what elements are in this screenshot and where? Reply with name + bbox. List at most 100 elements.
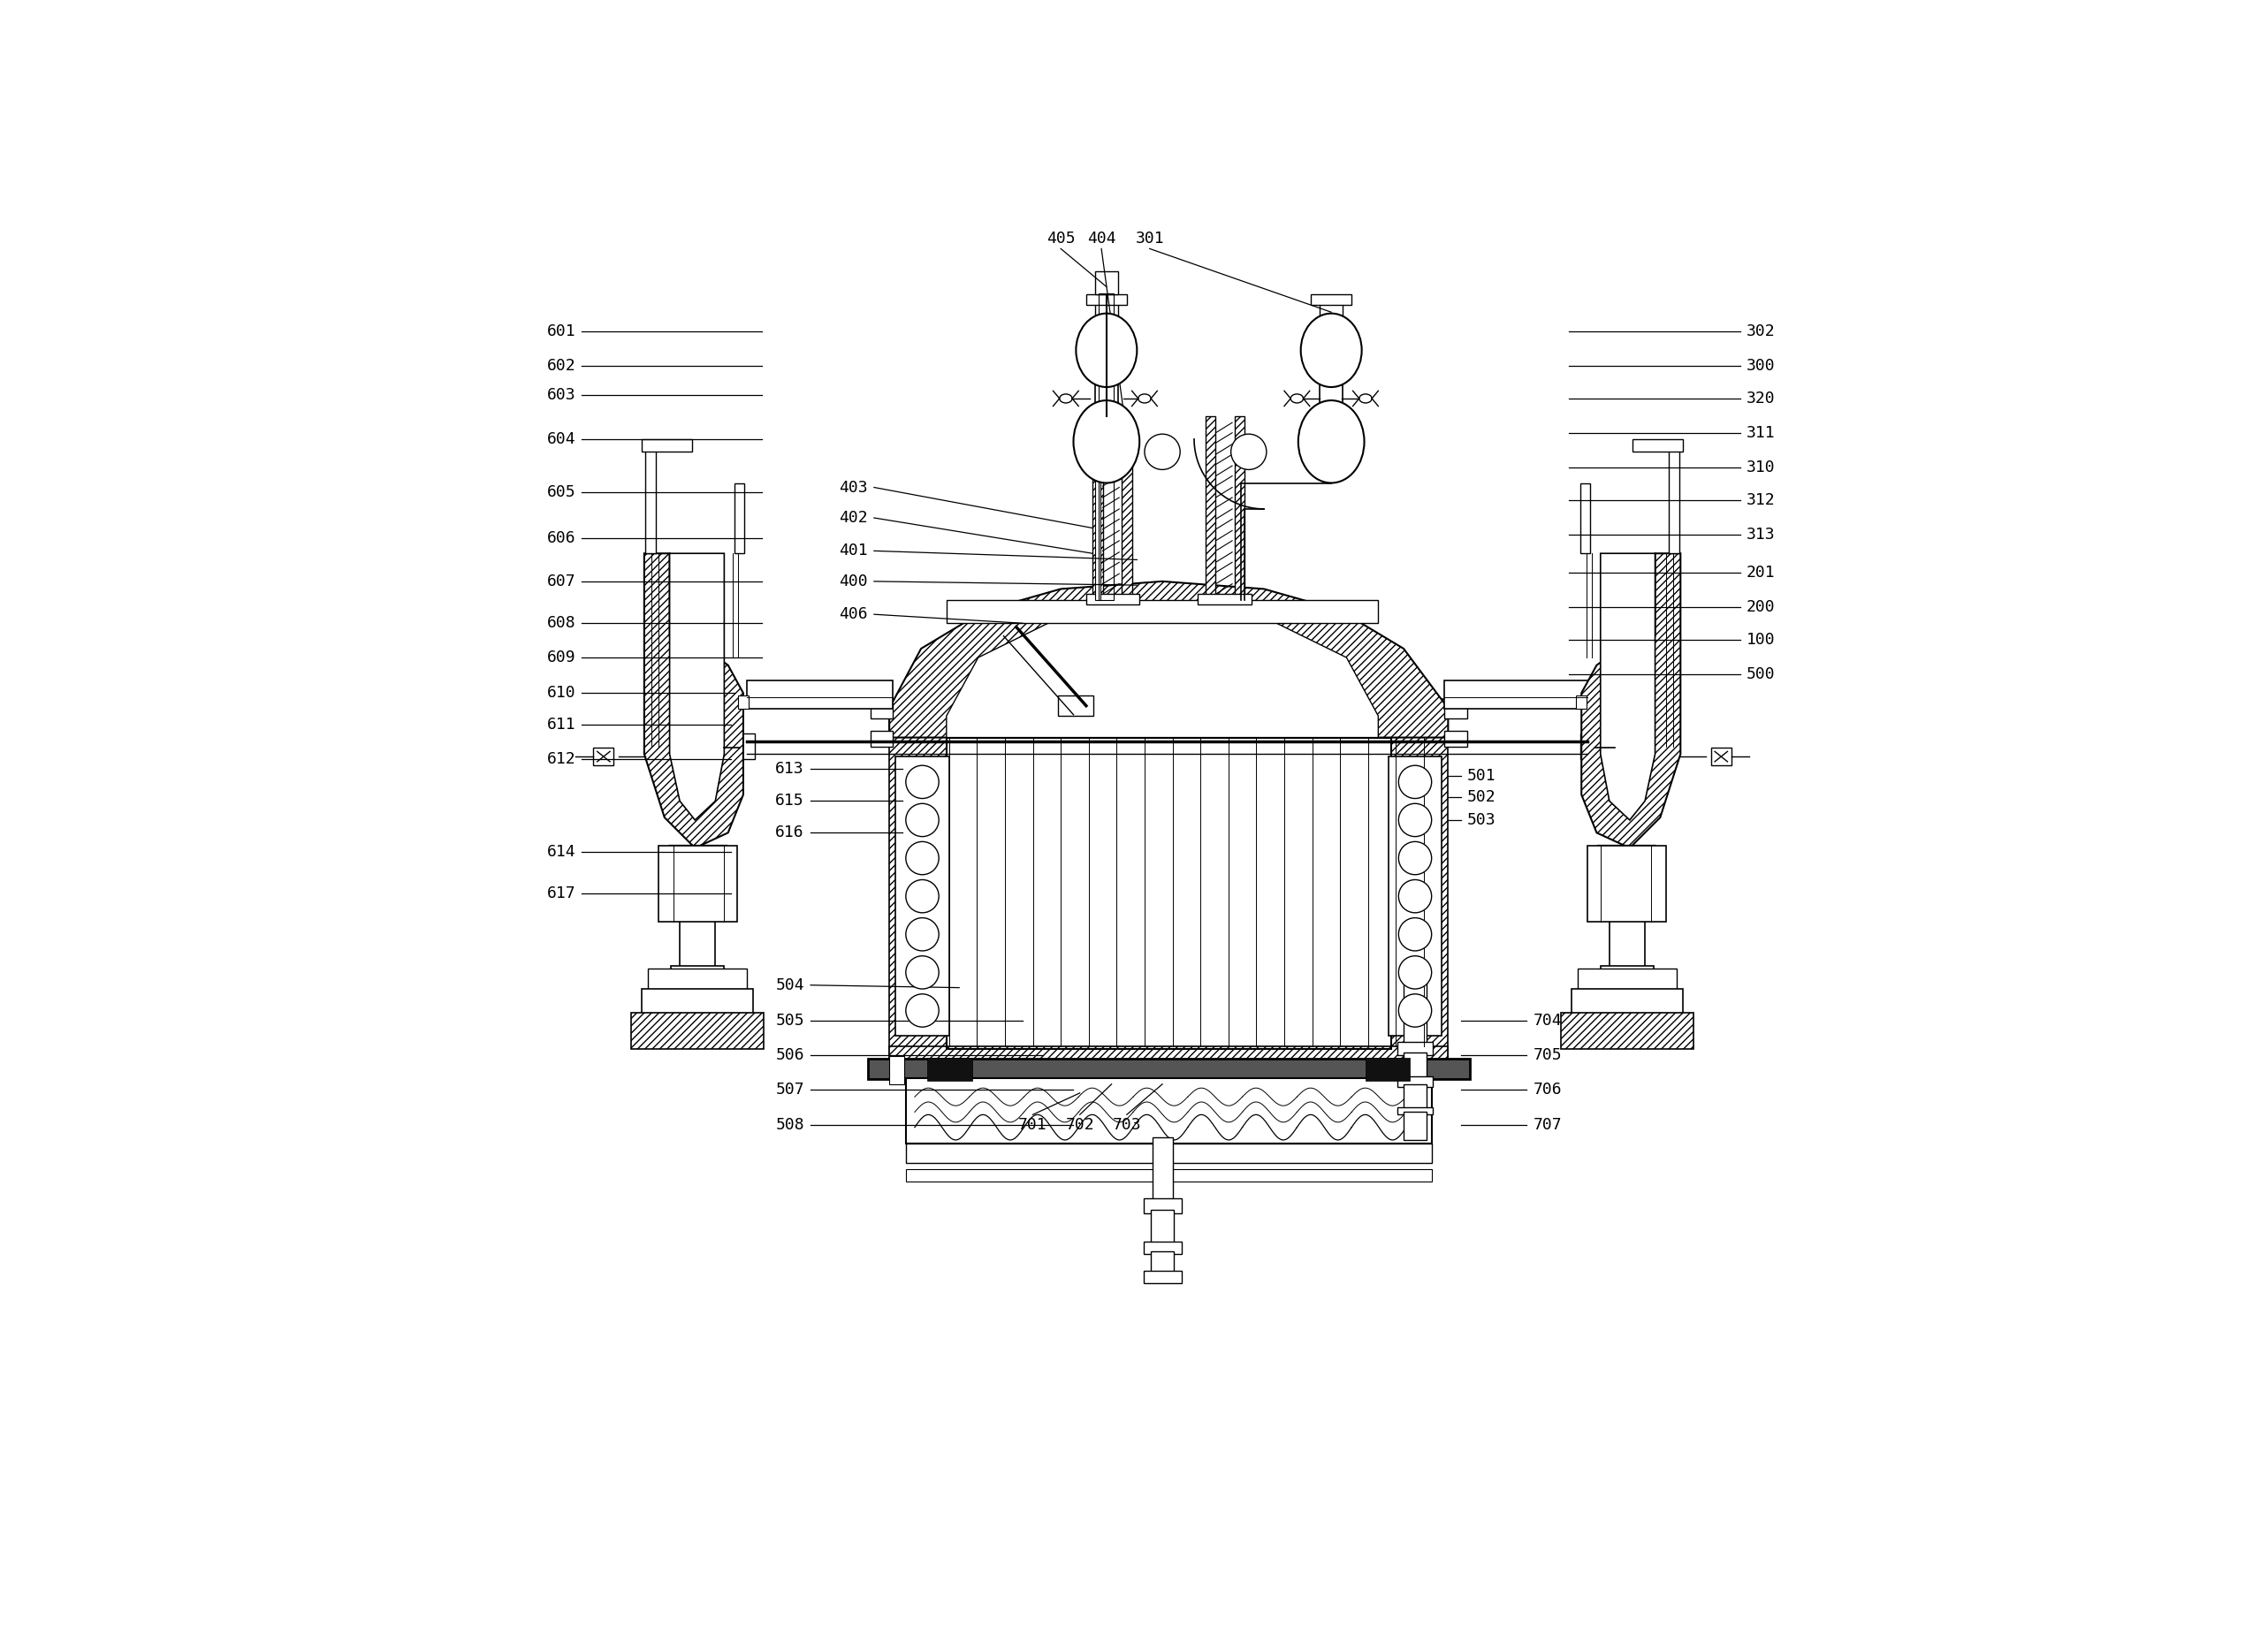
Bar: [631, 1012, 764, 1049]
Bar: [1581, 483, 1590, 554]
Text: 615: 615: [776, 793, 805, 810]
Bar: [1445, 702, 1467, 719]
Bar: [1320, 302, 1343, 317]
Polygon shape: [1601, 554, 1656, 820]
Bar: [1445, 681, 1590, 709]
Text: 406: 406: [839, 607, 869, 622]
Bar: [1388, 757, 1442, 1036]
Circle shape: [1399, 765, 1431, 798]
Ellipse shape: [1297, 401, 1365, 483]
Circle shape: [1399, 841, 1431, 874]
Text: 503: 503: [1467, 811, 1497, 828]
Bar: [1320, 378, 1343, 416]
Bar: [1633, 439, 1683, 452]
Text: 605: 605: [547, 485, 576, 500]
Bar: [1086, 295, 1127, 305]
Bar: [905, 1169, 1431, 1182]
Bar: [1572, 989, 1683, 1017]
Text: 707: 707: [1533, 1116, 1563, 1133]
Text: 705: 705: [1533, 1047, 1563, 1064]
Text: 313: 313: [1746, 526, 1776, 543]
Polygon shape: [1599, 846, 1656, 922]
Bar: [1100, 294, 1114, 600]
Text: 200: 200: [1746, 599, 1776, 615]
Bar: [1576, 696, 1588, 709]
Bar: [735, 483, 744, 554]
Bar: [1397, 1106, 1433, 1115]
Bar: [1581, 734, 1594, 759]
Text: 502: 502: [1467, 790, 1497, 805]
Bar: [1404, 1052, 1427, 1080]
Bar: [871, 731, 894, 747]
Text: 612: 612: [547, 752, 576, 767]
Text: 300: 300: [1746, 358, 1776, 373]
Text: 100: 100: [1746, 632, 1776, 648]
Polygon shape: [889, 582, 1447, 737]
Text: 310: 310: [1746, 458, 1776, 475]
Bar: [1234, 416, 1245, 600]
Ellipse shape: [1302, 313, 1361, 388]
Bar: [871, 702, 894, 719]
Circle shape: [1232, 434, 1266, 470]
Bar: [889, 1045, 1447, 1073]
Bar: [1207, 416, 1216, 600]
Text: 604: 604: [547, 430, 576, 447]
Circle shape: [905, 841, 939, 874]
Text: 616: 616: [776, 824, 805, 841]
Bar: [1150, 1210, 1175, 1245]
Circle shape: [1399, 994, 1431, 1027]
Circle shape: [905, 956, 939, 989]
Bar: [1123, 416, 1132, 600]
Circle shape: [1145, 434, 1179, 470]
Text: 703: 703: [1111, 1116, 1141, 1133]
Text: 404: 404: [1086, 231, 1116, 246]
Text: 320: 320: [1746, 391, 1776, 406]
Text: 506: 506: [776, 1047, 805, 1064]
Bar: [646, 449, 655, 554]
Bar: [671, 966, 723, 980]
Text: 311: 311: [1746, 425, 1776, 440]
Text: 505: 505: [776, 1012, 805, 1029]
Bar: [928, 1057, 973, 1080]
Polygon shape: [1581, 554, 1681, 848]
Text: 702: 702: [1066, 1116, 1093, 1133]
Ellipse shape: [1075, 313, 1136, 388]
Circle shape: [905, 765, 939, 798]
Ellipse shape: [1059, 394, 1073, 402]
Bar: [1669, 449, 1678, 554]
Text: 501: 501: [1467, 768, 1497, 783]
Text: 401: 401: [839, 543, 869, 559]
Text: 402: 402: [839, 510, 869, 526]
Polygon shape: [669, 846, 726, 922]
Text: 602: 602: [547, 358, 576, 373]
Bar: [1404, 1111, 1427, 1139]
Text: 312: 312: [1746, 491, 1776, 508]
Text: 405: 405: [1046, 231, 1075, 246]
Bar: [1095, 302, 1118, 317]
Text: 201: 201: [1746, 564, 1776, 580]
Text: 704: 704: [1533, 1012, 1563, 1029]
Bar: [642, 989, 753, 1017]
Text: 701: 701: [1018, 1116, 1048, 1133]
Bar: [1143, 1199, 1182, 1214]
Bar: [642, 439, 692, 452]
Bar: [746, 681, 894, 709]
Polygon shape: [669, 554, 723, 820]
Bar: [1365, 1057, 1411, 1080]
Circle shape: [905, 879, 939, 914]
Text: 403: 403: [839, 480, 869, 495]
Bar: [1404, 980, 1427, 1049]
Text: 601: 601: [547, 323, 576, 340]
Bar: [1601, 966, 1653, 980]
Bar: [905, 1144, 1431, 1163]
Bar: [1093, 416, 1102, 600]
Bar: [1086, 594, 1139, 604]
Text: 504: 504: [776, 978, 805, 993]
Bar: [680, 918, 714, 973]
Text: 610: 610: [547, 684, 576, 701]
Bar: [1198, 594, 1252, 604]
Circle shape: [1399, 918, 1431, 951]
Bar: [905, 1078, 1431, 1144]
Text: 606: 606: [547, 531, 576, 546]
Circle shape: [1399, 956, 1431, 989]
